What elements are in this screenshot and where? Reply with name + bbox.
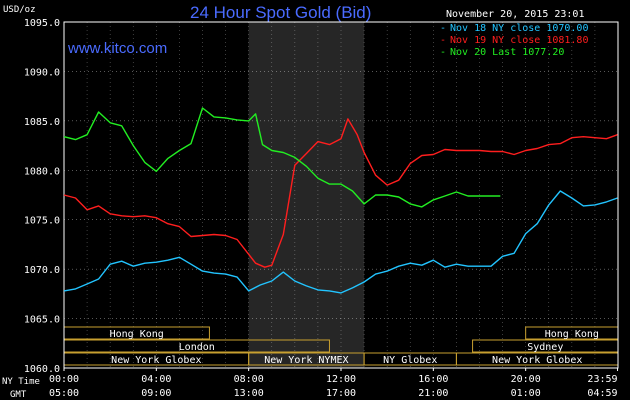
y-tick-label: 1075.0: [24, 216, 60, 227]
nymex-session-shade: [248, 22, 365, 368]
y-tick-label: 1095.0: [24, 18, 60, 29]
x-tick-label-ny: 20:00: [511, 374, 541, 385]
legend-marker: -: [440, 47, 446, 58]
kitco-brand-link[interactable]: www.kitco.com: [67, 40, 167, 57]
x-tick-label-gmt: 13:00: [234, 388, 264, 399]
x-tick-label-ny: 16:00: [418, 374, 448, 385]
y-tick-label: 1070.0: [24, 265, 60, 276]
y-tick-label: 1085.0: [24, 117, 60, 128]
legend-entry: Nov 20 Last 1077.20: [450, 47, 564, 58]
x-tick-label-ny: 04:00: [141, 374, 171, 385]
legend-entry: Nov 19 NY close 1081.80: [450, 35, 588, 46]
legend-entry: Nov 18 NY close 1070.00: [450, 23, 588, 34]
x-tick-label-ny: 08:00: [234, 374, 264, 385]
y-tick-label: 1060.0: [24, 364, 60, 375]
y-tick-label: 1090.0: [24, 67, 60, 78]
x-tick-label-gmt: 04:59: [587, 388, 617, 399]
legend: - Nov 18 NY close 1070.00- Nov 19 NY close…: [440, 23, 588, 58]
legend-marker: -: [440, 35, 446, 46]
x-axis-tick-labels: 00:00 04:00 08:00 12:00 16:00 20:00 23:59 05:00…: [49, 368, 619, 399]
y-tick-label: 1080.0: [24, 166, 60, 177]
x-tick-label-gmt: 21:00: [418, 388, 448, 399]
legend-marker: -: [440, 23, 446, 34]
x-tick-label-ny: 00:00: [49, 374, 79, 385]
session-label: NY Globex: [383, 355, 437, 366]
session-label: Sydney: [527, 342, 563, 353]
x-tick-label-gmt: 17:00: [326, 388, 356, 399]
y-tick-label: 1065.0: [24, 315, 60, 326]
y-axis-tick-labels: 1060.0 1065.0 1070.0 1075.0 1080.0 1085.0 1090…: [24, 18, 60, 375]
gmt-axis-title: GMT: [10, 390, 27, 400]
unit-label: USD/oz: [3, 5, 36, 15]
x-tick-label-gmt: 01:00: [511, 388, 541, 399]
session-label: Hong Kong: [110, 329, 164, 340]
x-tick-label-ny: 12:00: [326, 374, 356, 385]
session-label: London: [179, 342, 215, 353]
x-tick-label-gmt: 05:00: [49, 388, 79, 399]
session-label: New York Globex: [111, 355, 201, 366]
series-line-1: [63, 118, 618, 268]
chart-title: 24 Hour Spot Gold (Bid): [190, 3, 371, 22]
session-label: New York NYMEX: [264, 355, 348, 366]
series-line-0: [63, 190, 618, 294]
session-label: New York Globex: [492, 355, 582, 366]
timestamp: November 20, 2015 23:01: [446, 9, 584, 20]
x-tick-label-gmt: 09:00: [141, 388, 171, 399]
series-line-2: [63, 107, 501, 208]
x-tick-label-ny: 23:59: [587, 374, 617, 385]
price-series: [63, 107, 618, 294]
ny-time-axis-title: NY Time: [2, 377, 40, 387]
session-label: Hong Kong: [545, 329, 599, 340]
